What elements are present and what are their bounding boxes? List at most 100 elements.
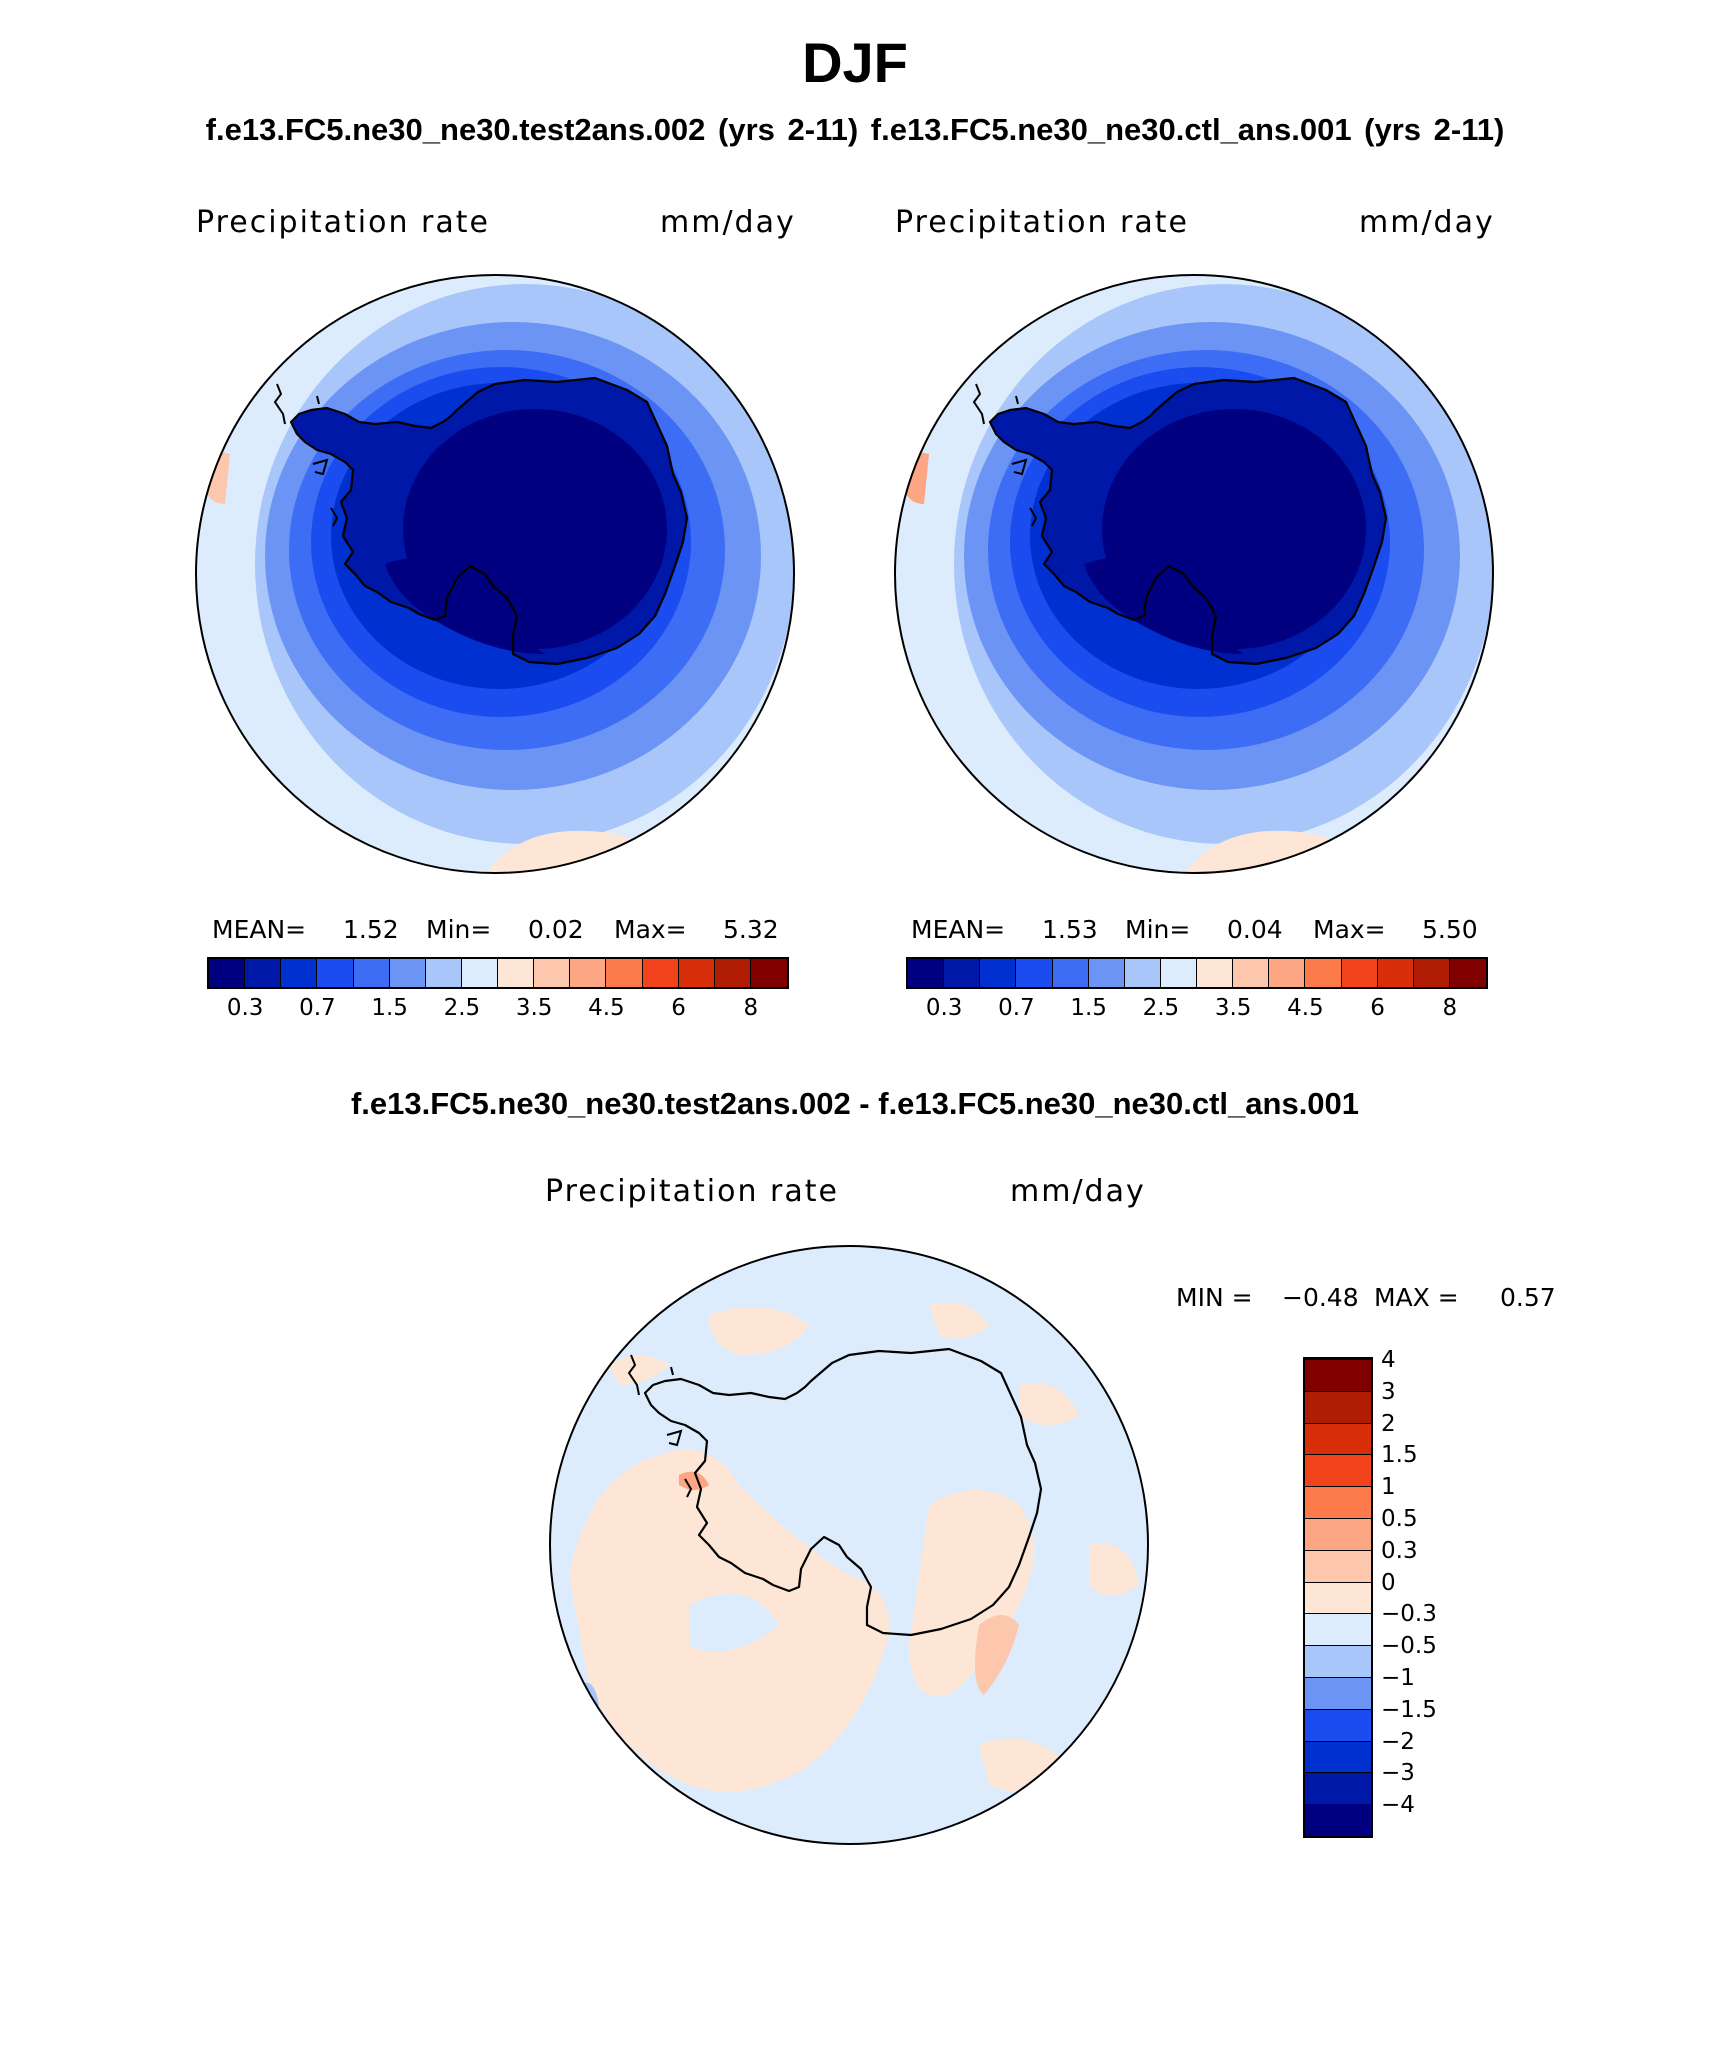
colorbar-swatch <box>1305 1677 1371 1709</box>
panel2-colorbar <box>906 957 1488 989</box>
colorbar-tick-label: −0.5 <box>1381 1633 1437 1660</box>
colorbar-swatch <box>1305 1454 1371 1487</box>
colorbar-tick-label: 0 <box>1381 1569 1396 1596</box>
panel2-min-label: Min= <box>1125 915 1191 944</box>
diff-min-label: MIN = <box>1176 1283 1253 1312</box>
difference-colorbar <box>1303 1357 1373 1838</box>
colorbar-tick-label: −4 <box>1381 1792 1415 1819</box>
diff-units-label: mm/day <box>1010 1174 1146 1209</box>
colorbar-tick-label: 4.5 <box>1287 995 1324 1021</box>
colorbar-swatch <box>498 959 535 987</box>
colorbar-swatch <box>1233 959 1270 987</box>
colorbar-swatch <box>570 959 607 987</box>
panel2-max-label: Max= <box>1313 915 1386 944</box>
colorbar-swatch <box>1305 1359 1371 1391</box>
colorbar-swatch <box>389 959 426 987</box>
colorbar-tick-label: −1 <box>1381 1665 1415 1691</box>
colorbar-tick-label: −1.5 <box>1381 1696 1437 1723</box>
colorbar-swatch <box>461 959 498 987</box>
colorbar-swatch <box>245 959 282 987</box>
colorbar-tick-label: 6 <box>671 995 686 1021</box>
colorbar-swatch <box>908 959 945 987</box>
colorbar-tick-label: 6 <box>1370 995 1385 1021</box>
colorbar-swatch <box>1341 959 1378 987</box>
colorbar-tick-label: 2.5 <box>1142 995 1180 1021</box>
colorbar-swatch <box>1305 1645 1371 1678</box>
colorbar-swatch <box>980 959 1017 987</box>
colorbar-swatch <box>1305 1613 1371 1646</box>
colorbar-swatch <box>678 959 715 987</box>
panel1-min-label: Min= <box>426 915 492 944</box>
colorbar-swatch <box>281 959 318 987</box>
colorbar-swatch <box>1377 959 1414 987</box>
colorbar-tick-label: 8 <box>743 995 759 1021</box>
panel2-min-value: 0.04 <box>1227 915 1283 944</box>
colorbar-swatch <box>1160 959 1197 987</box>
colorbar-swatch <box>1305 1390 1371 1423</box>
diff-max-value: 0.57 <box>1500 1283 1556 1312</box>
colorbar-swatch <box>642 959 679 987</box>
colorbar-swatch <box>1305 1772 1371 1805</box>
panel1-polar-map <box>195 274 795 874</box>
colorbar-tick-label: 4 <box>1381 1347 1396 1373</box>
colorbar-swatch <box>1052 959 1089 987</box>
figure-title: DJF <box>802 31 908 94</box>
colorbar-tick-label: 1.5 <box>1070 995 1107 1021</box>
colorbar-swatch <box>606 959 643 987</box>
colorbar-tick-label: −2 <box>1381 1728 1415 1755</box>
colorbar-swatch <box>425 959 462 987</box>
colorbar-swatch <box>1016 959 1053 987</box>
colorbar-swatch <box>714 959 751 987</box>
colorbar-tick-label: 0.3 <box>925 995 963 1021</box>
colorbar-tick-label: 3.5 <box>515 995 553 1021</box>
colorbar-tick-label: −0.3 <box>1381 1601 1437 1628</box>
colorbar-swatch <box>1305 1486 1371 1519</box>
panel2-variable-label: Precipitation rate <box>895 205 1189 240</box>
panel1-mean-value: 1.52 <box>343 915 399 944</box>
colorbar-swatch <box>1305 1422 1371 1455</box>
colorbar-swatch <box>1305 1549 1371 1582</box>
panel2-mean-value: 1.53 <box>1042 915 1098 944</box>
difference-polar-map <box>549 1245 1149 1845</box>
panel1-min-value: 0.02 <box>528 915 584 944</box>
panel1-max-value: 5.32 <box>723 915 779 944</box>
colorbar-swatch <box>1413 959 1450 987</box>
colorbar-swatch <box>944 959 981 987</box>
colorbar-tick-label: 4.5 <box>588 995 625 1021</box>
colorbar-tick-label: 1 <box>1381 1474 1396 1501</box>
colorbar-tick-label: 1.5 <box>371 995 408 1021</box>
colorbar-swatch <box>1305 1581 1371 1614</box>
colorbar-tick-label: 0.7 <box>998 995 1035 1021</box>
panel1-units-label: mm/day <box>660 205 796 240</box>
colorbar-tick-label: 3.5 <box>1214 995 1252 1021</box>
colorbar-tick-label: 0.3 <box>226 995 264 1021</box>
diff-variable-label: Precipitation rate <box>545 1174 839 1209</box>
colorbar-tick-label: 0.5 <box>1381 1506 1418 1532</box>
colorbar-tick-label: 0.7 <box>299 995 336 1021</box>
colorbar-swatch <box>1088 959 1125 987</box>
colorbar-tick-label: 2 <box>1381 1410 1396 1437</box>
colorbar-swatch <box>353 959 390 987</box>
colorbar-swatch <box>1305 1804 1371 1836</box>
colorbar-swatch <box>1124 959 1161 987</box>
figure-subtitle: f.e13.FC5.ne30_ne30.test2ans.002 (yrs 2-… <box>205 112 1505 147</box>
difference-title: f.e13.FC5.ne30_ne30.test2ans.002 - f.e13… <box>350 1086 1360 1121</box>
colorbar-swatch <box>534 959 571 987</box>
colorbar-tick-label: 2.5 <box>443 995 481 1021</box>
colorbar-tick-label: 8 <box>1442 995 1458 1021</box>
panel2-units-label: mm/day <box>1359 205 1495 240</box>
colorbar-swatch <box>317 959 354 987</box>
colorbar-tick-label: 0.3 <box>1381 1537 1418 1564</box>
diff-max-label: MAX = <box>1374 1283 1459 1312</box>
panel2-polar-map <box>894 274 1494 874</box>
panel1-mean-label: MEAN= <box>212 915 307 944</box>
panel1-variable-label: Precipitation rate <box>196 205 490 240</box>
colorbar-swatch <box>1305 1708 1371 1741</box>
colorbar-tick-label: −3 <box>1381 1760 1415 1787</box>
colorbar-swatch <box>750 959 787 987</box>
colorbar-swatch <box>1197 959 1234 987</box>
colorbar-tick-label: 1.5 <box>1381 1442 1418 1469</box>
panel2-mean-label: MEAN= <box>911 915 1006 944</box>
colorbar-swatch <box>1269 959 1306 987</box>
panel1-max-label: Max= <box>614 915 687 944</box>
